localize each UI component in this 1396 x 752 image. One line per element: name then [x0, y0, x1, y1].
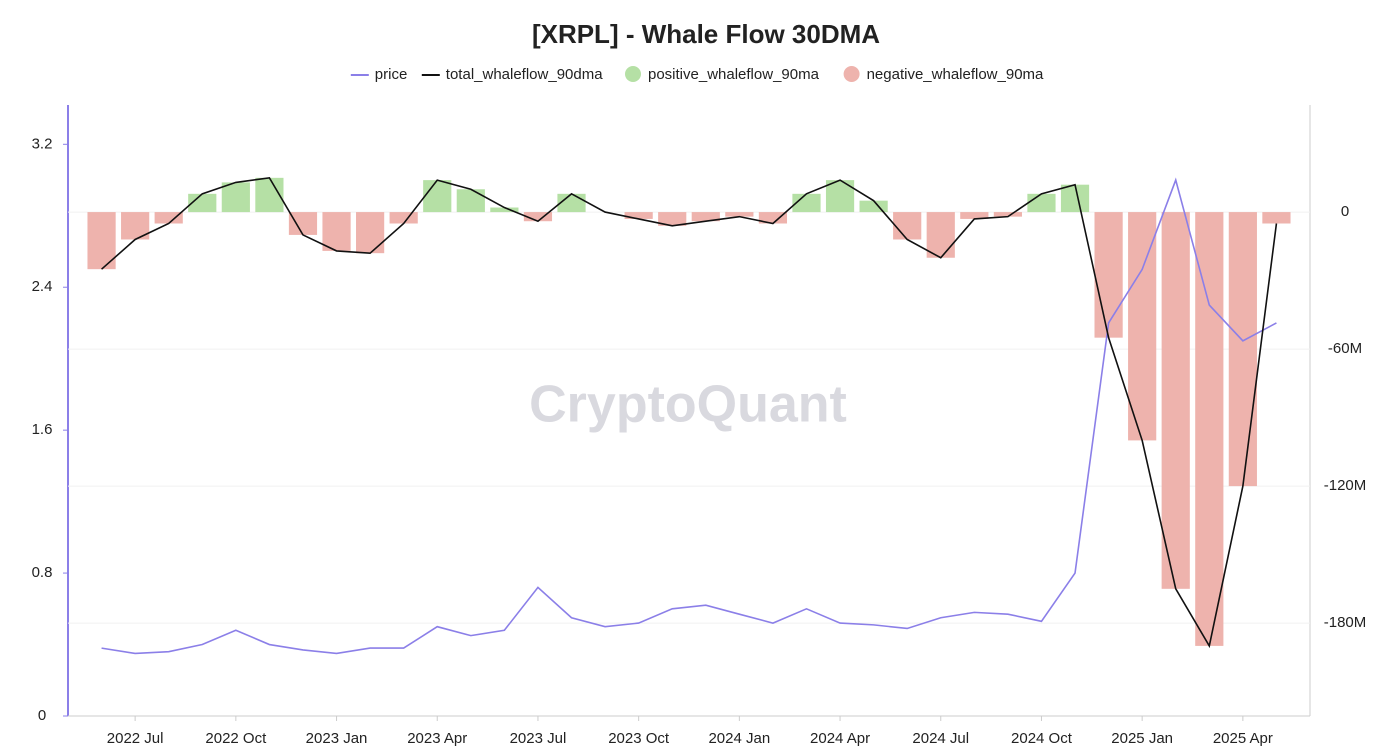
chart-title: [XRPL] - Whale Flow 30DMA	[532, 19, 880, 49]
x-tick-label: 2024 Oct	[1011, 730, 1073, 747]
legend-label: positive_whaleflow_90ma	[648, 66, 820, 83]
bar	[960, 212, 989, 219]
bar	[557, 193, 586, 213]
bar	[322, 212, 351, 251]
legend-label: negative_whaleflow_90ma	[867, 66, 1044, 83]
x-tick-label: 2022 Jul	[107, 730, 164, 747]
y2-tick-label: -180M	[1324, 614, 1367, 631]
bar	[221, 182, 250, 213]
x-tick-label: 2023 Jul	[510, 730, 567, 747]
bar	[356, 212, 385, 254]
y2-tick-label: -120M	[1324, 477, 1367, 494]
y-tick-label: 3.2	[32, 135, 53, 152]
x-tick-label: 2024 Apr	[810, 730, 870, 747]
watermark: CryptoQuant	[529, 376, 847, 434]
x-tick-label: 2023 Apr	[407, 730, 467, 747]
bar	[423, 180, 452, 213]
bar	[456, 189, 485, 213]
bar	[1262, 212, 1291, 224]
y-tick-label: 1.6	[32, 421, 53, 438]
legend-label: total_whaleflow_90dma	[446, 66, 603, 83]
bar	[926, 212, 955, 258]
y-tick-label: 0.8	[32, 564, 53, 581]
x-tick-label: 2025 Jan	[1111, 730, 1173, 747]
y2-tick-label: -60M	[1328, 340, 1362, 357]
bar	[691, 212, 720, 222]
line	[101, 177, 1277, 655]
bar	[624, 212, 653, 219]
y2-tick-label: 0	[1341, 203, 1349, 220]
x-tick-label: 2023 Oct	[608, 730, 670, 747]
bar	[1060, 184, 1090, 213]
bar	[154, 212, 183, 224]
bar	[993, 212, 1022, 217]
bar	[893, 212, 922, 240]
x-tick-label: 2022 Oct	[205, 730, 267, 747]
x-tick-label: 2023 Jan	[306, 730, 368, 747]
bar	[523, 212, 553, 222]
bar	[1027, 193, 1056, 213]
bar	[859, 200, 888, 213]
x-tick-label: 2024 Jan	[708, 730, 770, 747]
bar	[1094, 212, 1123, 338]
bar	[87, 212, 116, 270]
bar	[1161, 212, 1190, 589]
bar	[188, 193, 217, 213]
bar	[490, 207, 519, 213]
bar	[658, 212, 687, 226]
y-tick-label: 2.4	[32, 278, 53, 295]
line	[101, 176, 1278, 649]
bar	[288, 212, 318, 235]
legend: price total_whaleflow_90dma positive_whale…	[350, 66, 1044, 83]
legend-label: price	[375, 66, 408, 83]
bar	[389, 212, 418, 224]
legend-swatch	[843, 66, 860, 82]
y-tick-label: 0	[38, 707, 46, 724]
x-tick-label: 2024 Jul	[912, 730, 969, 747]
bar	[1228, 212, 1257, 487]
bar	[1195, 212, 1224, 646]
bar	[725, 212, 754, 217]
bar	[758, 212, 788, 224]
legend-swatch	[625, 66, 641, 82]
x-tick-label: 2025 Apr	[1213, 730, 1273, 747]
bar	[792, 193, 821, 213]
bar	[1128, 212, 1157, 441]
